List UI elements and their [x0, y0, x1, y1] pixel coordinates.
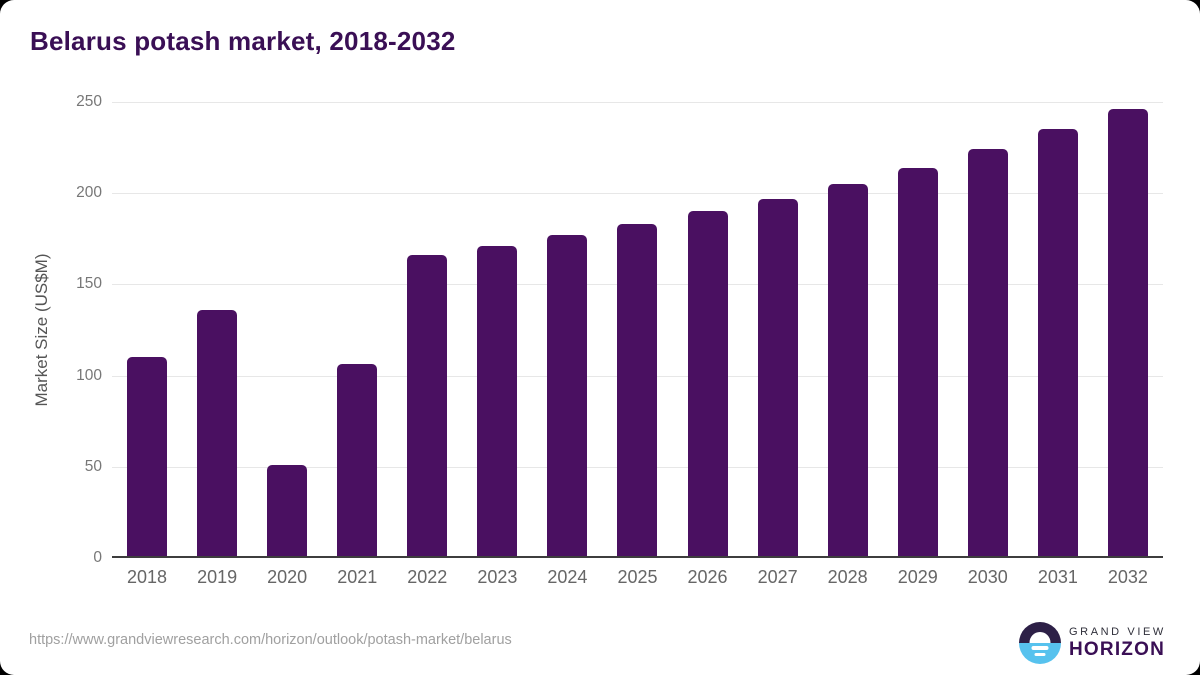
logo-text-grand-view: GRAND VIEW [1069, 625, 1166, 638]
y-tick-label: 50 [84, 457, 102, 475]
bar-2026 [687, 211, 728, 556]
x-tick-label: 2028 [827, 567, 868, 587]
y-tick-label: 200 [76, 184, 102, 202]
bar-2030 [967, 149, 1008, 556]
bar-2032 [1107, 109, 1148, 556]
bar-2021 [337, 364, 378, 556]
bar-slot [883, 102, 953, 556]
bar-2018 [127, 357, 168, 556]
x-tick-label: 2030 [967, 567, 1008, 587]
x-tick-label: 2024 [547, 567, 588, 587]
x-tick-label: 2023 [477, 567, 518, 587]
bar-slot [112, 102, 182, 556]
bar-2023 [477, 245, 518, 556]
x-tick-label: 2018 [127, 567, 168, 587]
y-tick-label: 250 [76, 93, 102, 110]
bar-2019 [197, 309, 238, 556]
bar-slot [1093, 102, 1163, 556]
gridline [112, 193, 1163, 195]
bar-2031 [1037, 129, 1078, 556]
source-url: https://www.grandviewresearch.com/horizo… [29, 632, 512, 648]
bar-2022 [407, 255, 448, 556]
logo-text: GRAND VIEW HORIZON [1069, 626, 1166, 661]
bar-slot [462, 102, 532, 556]
x-tick-label: 2025 [617, 567, 658, 587]
bar-2024 [547, 234, 588, 556]
grand-view-horizon-logo: GRAND VIEW HORIZON [1019, 622, 1166, 664]
x-tick-label: 2031 [1037, 567, 1078, 587]
bar-slot [532, 102, 602, 556]
x-tick-label: 2029 [897, 567, 938, 587]
y-tick-label: 0 [93, 549, 102, 566]
logo-text-horizon: HORIZON [1069, 638, 1166, 660]
bar-slot [743, 102, 813, 556]
x-tick-label: 2027 [757, 567, 798, 587]
x-tick-label: 2019 [197, 567, 238, 587]
bar-slot [1023, 102, 1093, 556]
bar-slot [252, 102, 322, 556]
bar-slot [182, 102, 252, 556]
bar-slot [953, 102, 1023, 556]
bars [112, 102, 1163, 556]
x-tick-label: 2026 [687, 567, 728, 587]
chart-title: Belarus potash market, 2018-2032 [30, 26, 456, 56]
y-tick-label: 150 [76, 275, 102, 293]
bar-slot [392, 102, 462, 556]
horizon-sun-icon [1019, 622, 1061, 664]
x-tick-label: 2020 [267, 567, 308, 587]
y-tick-label: 100 [76, 366, 102, 384]
bar-2029 [897, 167, 938, 556]
y-axis-title: Market Size (US$M) [32, 253, 51, 407]
x-tick-label: 2021 [337, 567, 378, 587]
bar-2020 [267, 464, 308, 556]
plot-area [112, 102, 1163, 558]
bar-2028 [827, 183, 868, 556]
bar-slot [602, 102, 672, 556]
x-tick-label: 2022 [407, 567, 448, 587]
bar-slot [813, 102, 883, 556]
bar-2027 [757, 198, 798, 556]
bar-2025 [617, 224, 658, 556]
bar-slot [673, 102, 743, 556]
bar-slot [322, 102, 392, 556]
x-tick-label: 2032 [1107, 567, 1148, 587]
y-axis-ticks: 0 50 100 150 200 250 [55, 93, 102, 566]
x-axis-labels: 2018 2019 2020 2021 2022 2023 2024 2025 2026 2027… [112, 567, 1163, 588]
gridline [112, 102, 1163, 103]
